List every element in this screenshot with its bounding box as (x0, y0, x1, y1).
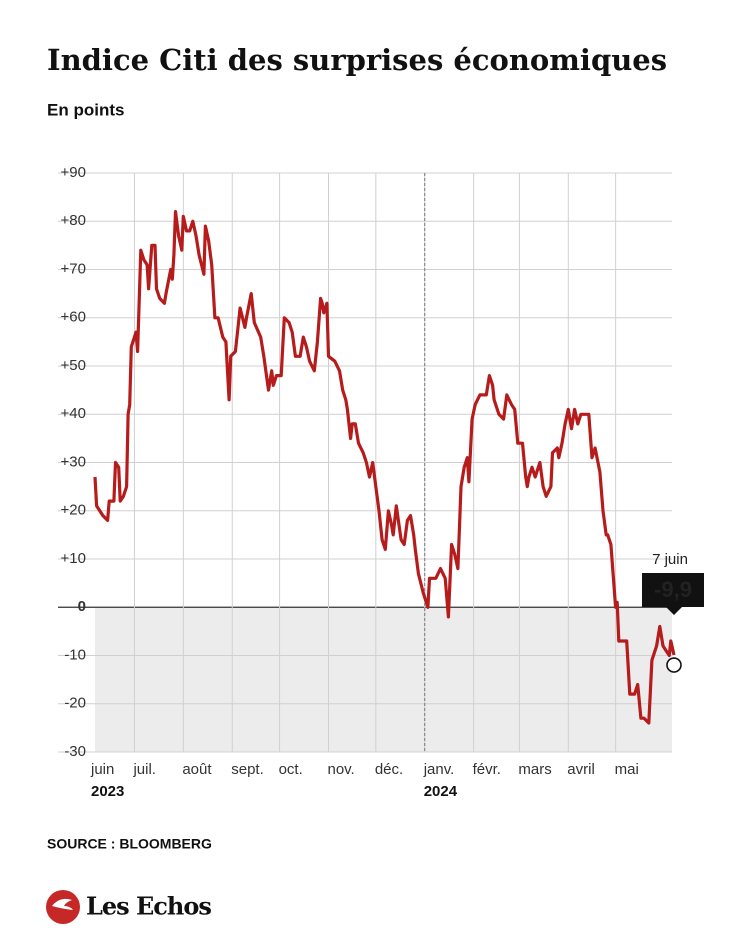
end-marker (666, 657, 682, 673)
y-tick-label: +30 (61, 453, 86, 470)
callout-value: -9,9 (654, 577, 692, 602)
callout-date: 7 juin (652, 551, 688, 568)
x-tick-label: nov. (327, 761, 354, 778)
x-tick-label: mai (615, 761, 639, 778)
y-tick-label: 0 (78, 598, 86, 615)
y-tick-label: +80 (61, 212, 86, 229)
x-tick-label: avril (567, 761, 595, 778)
x-tick-label: août (182, 761, 212, 778)
x-tick-label: déc. (375, 761, 403, 778)
y-tick-label: -10 (64, 646, 86, 663)
y-tick-label: +20 (61, 502, 86, 519)
y-tick-label: +40 (61, 405, 86, 422)
chart-subtitle: En points (47, 100, 124, 119)
source: SOURCE : BLOOMBERG (47, 836, 212, 852)
year-label: 2023 (91, 783, 124, 800)
x-tick-label: févr. (473, 761, 501, 778)
negative-zone (95, 607, 672, 752)
brand-logo-bird (52, 898, 73, 910)
year-label: 2024 (424, 783, 458, 800)
y-tick-label: +50 (61, 357, 86, 374)
x-tick-label: juin (90, 761, 114, 778)
x-tick-label: sept. (231, 761, 264, 778)
x-tick-label: janv. (423, 761, 455, 778)
brand: Les Echos (86, 892, 211, 921)
series-line (93, 210, 676, 725)
y-tick-label: +10 (61, 550, 86, 567)
y-tick-label: +90 (61, 164, 86, 181)
y-tick-label: +70 (61, 260, 86, 277)
x-tick-label: mars (518, 761, 551, 778)
x-tick-label: oct. (279, 761, 303, 778)
x-tick-label: juil. (132, 761, 156, 778)
y-tick-label: +60 (61, 309, 86, 326)
chart-title: Indice Citi des surprises économiques (47, 43, 667, 77)
callout-box (642, 573, 704, 616)
y-tick-label: -30 (64, 743, 86, 760)
y-tick-label: -20 (64, 695, 86, 712)
